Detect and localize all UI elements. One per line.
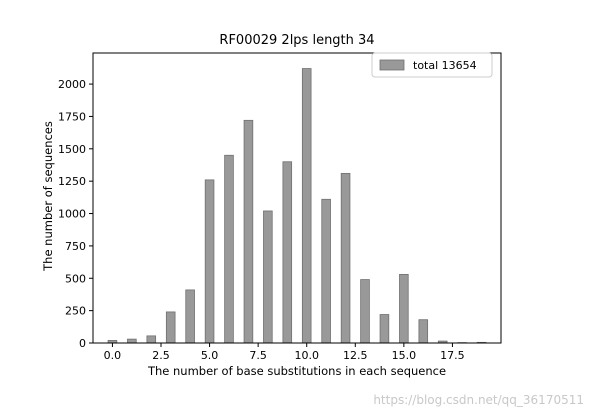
y-tick-label: 2000 [58, 78, 86, 91]
x-tick-label: 10.0 [294, 349, 319, 362]
plot-frame [92, 52, 502, 344]
y-tick-label: 1000 [58, 208, 86, 221]
x-tick-label: 0.0 [104, 349, 122, 362]
bar [282, 161, 293, 344]
legend: total 13654 [371, 52, 493, 78]
y-tick-label: 250 [65, 305, 86, 318]
legend-label: total 13654 [413, 59, 477, 72]
bar [204, 179, 215, 344]
bar [379, 314, 390, 344]
y-tick-label: 500 [65, 272, 86, 285]
y-tick-label: 1500 [58, 143, 86, 156]
bar [399, 273, 409, 344]
y-tick-label: 1250 [58, 175, 86, 188]
chart-title: RF00029 2lps length 34 [219, 33, 374, 48]
bar [224, 154, 234, 344]
bar [301, 68, 312, 344]
x-tick-label: 2.5 [152, 349, 170, 362]
axes-layer: 0.0 2.5 5.0 7.5 10.0 12.5 15.0 17.5 0 250 500 750 10… [58, 52, 502, 362]
x-tick-label: 5.0 [201, 349, 219, 362]
x-tick-label: 12.5 [343, 349, 368, 362]
bar [360, 279, 370, 344]
x-tick-label: 17.5 [440, 349, 465, 362]
bar [321, 198, 331, 344]
bars-layer [107, 68, 487, 344]
y-tick-label: 1750 [58, 110, 86, 123]
bar [418, 319, 429, 344]
bar [127, 338, 137, 344]
bar [263, 210, 273, 344]
bar [165, 311, 176, 344]
bar [185, 289, 195, 344]
x-tick-label: 7.5 [249, 349, 267, 362]
y-tick-label: 750 [65, 240, 86, 253]
bar [146, 335, 157, 344]
watermark-text: https://blog.csdn.net/qq_36170511 [373, 393, 584, 407]
bar [243, 119, 254, 344]
y-tick-label: 0 [79, 337, 86, 350]
bar [340, 172, 351, 344]
x-tick-label: 15.0 [392, 349, 417, 362]
legend-swatch [379, 59, 405, 71]
legend-frame [371, 52, 493, 78]
x-axis-label: The number of base substitutions in each… [147, 364, 446, 378]
y-axis-label: The number of sequences [41, 121, 55, 272]
